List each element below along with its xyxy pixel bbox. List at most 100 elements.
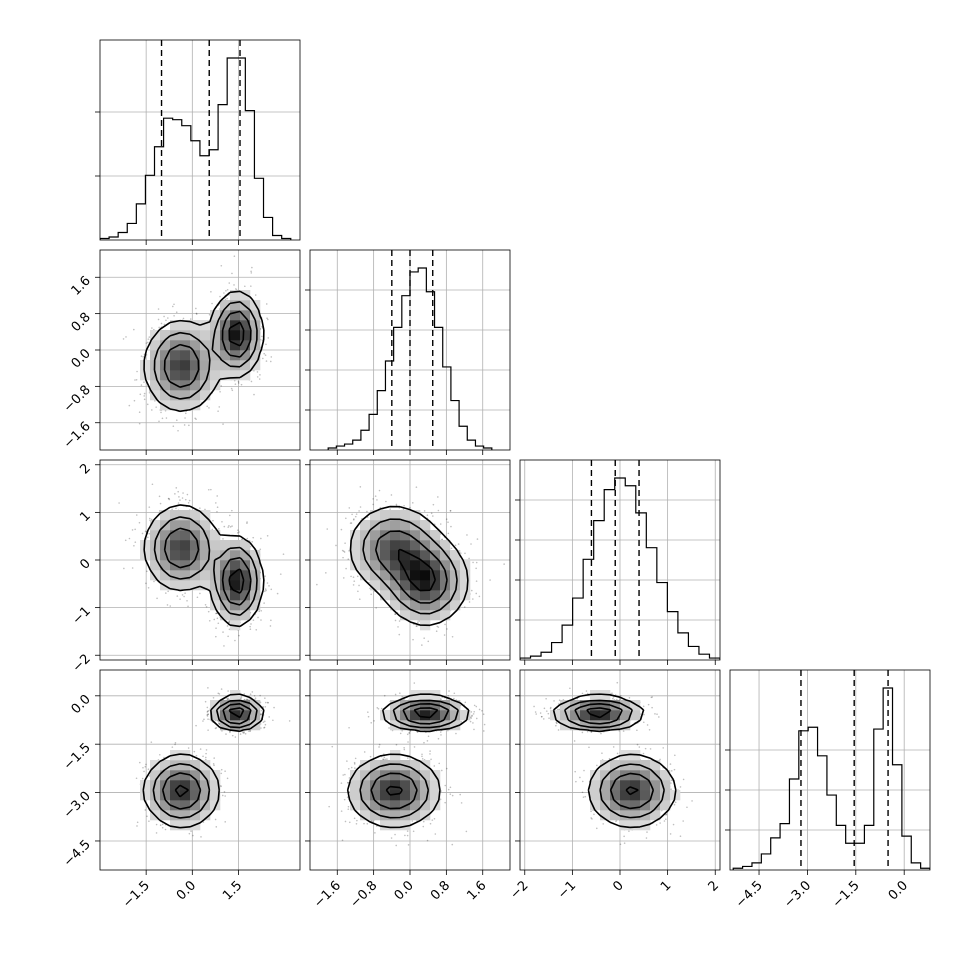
scatter-point xyxy=(353,518,355,520)
density-cell xyxy=(450,570,461,581)
density-cell xyxy=(240,610,251,621)
density-cell xyxy=(200,520,211,531)
scatter-point xyxy=(335,544,337,547)
density-cell xyxy=(390,520,401,531)
scatter-point xyxy=(151,327,153,329)
scatter-point xyxy=(353,580,356,582)
scatter-point xyxy=(435,630,438,633)
scatter-point xyxy=(158,326,160,329)
scatter-point xyxy=(345,517,347,520)
density-cell xyxy=(420,570,431,581)
scatter-point xyxy=(251,691,254,693)
scatter-point xyxy=(229,514,231,517)
scatter-point xyxy=(233,284,235,286)
scatter-point xyxy=(263,720,266,723)
density-cell xyxy=(230,370,241,381)
scatter-point xyxy=(182,317,185,320)
scatter-point xyxy=(227,526,230,528)
density-cell xyxy=(230,570,241,581)
density-cell xyxy=(460,570,471,581)
density-cell xyxy=(220,350,231,361)
density-cell xyxy=(200,570,211,581)
density-cell xyxy=(230,600,241,611)
scatter-point xyxy=(409,506,411,509)
density-cell xyxy=(240,340,251,351)
density-cell xyxy=(380,590,391,601)
scatter-point xyxy=(177,490,179,493)
scatter-point xyxy=(164,592,167,594)
scatter-point xyxy=(177,502,180,504)
scatter-point xyxy=(199,592,201,595)
scatter-point xyxy=(267,318,269,321)
scatter-point xyxy=(194,417,196,420)
density-shading xyxy=(350,510,471,631)
scatter-point xyxy=(269,360,272,363)
scatter-point xyxy=(468,601,471,603)
density-cell xyxy=(370,560,381,571)
density-cell xyxy=(220,590,231,601)
density-cell xyxy=(370,570,381,581)
density-cell xyxy=(230,330,241,341)
scatter-point xyxy=(176,595,179,597)
scatter-point xyxy=(183,424,186,426)
scatter-point xyxy=(231,389,234,392)
scatter-point xyxy=(215,612,217,615)
scatter-point xyxy=(441,538,443,541)
scatter-point xyxy=(352,576,355,578)
scatter-point xyxy=(141,532,144,535)
scatter-point xyxy=(341,549,344,552)
scatter-point xyxy=(489,579,491,581)
scatter-point xyxy=(215,727,218,729)
density-cell xyxy=(220,560,231,571)
scatter-point xyxy=(265,360,268,362)
density-cell xyxy=(160,390,171,401)
density-cell xyxy=(230,310,241,321)
scatter-point xyxy=(160,322,163,325)
scatter-point xyxy=(476,538,479,540)
scatter-point xyxy=(416,625,418,627)
scatter-point xyxy=(325,572,327,574)
density-cell xyxy=(230,590,241,601)
y-tick-label-2-2: 0.0 xyxy=(69,346,94,371)
scatter-point xyxy=(122,338,125,340)
density-cell xyxy=(170,360,181,371)
scatter-point xyxy=(237,529,239,531)
scatter-point xyxy=(443,634,446,636)
scatter-point xyxy=(351,513,353,516)
scatter-point xyxy=(218,406,221,408)
density-cell xyxy=(200,330,211,341)
density-cell xyxy=(220,600,231,611)
density-cell xyxy=(150,380,161,391)
density-cell xyxy=(160,340,171,351)
scatter-point xyxy=(233,255,236,258)
density-cell xyxy=(230,350,241,361)
contour-level-1 xyxy=(143,290,265,413)
density-cell xyxy=(370,540,381,551)
scatter-point xyxy=(426,514,429,517)
scatter-point xyxy=(250,285,252,287)
scatter-point xyxy=(375,607,377,609)
density-cell xyxy=(380,550,391,561)
density-cell xyxy=(190,370,201,381)
density-cell xyxy=(350,530,361,541)
scatter-point xyxy=(450,525,452,528)
scatter-point xyxy=(144,530,147,533)
scatter-point xyxy=(282,553,285,555)
density-cell xyxy=(240,330,251,341)
scatter-point xyxy=(151,483,154,486)
scatter-point xyxy=(223,645,225,647)
scatter-point xyxy=(158,420,160,423)
density-cell xyxy=(250,580,261,591)
density-cell xyxy=(390,510,401,521)
density-cell xyxy=(420,550,431,561)
scatter-point xyxy=(143,392,146,395)
density-cell xyxy=(410,570,421,581)
scatter-point xyxy=(423,510,426,512)
scatter-point xyxy=(156,597,158,600)
density-cell xyxy=(360,550,371,561)
density-cell xyxy=(430,610,441,621)
scatter-point xyxy=(240,383,243,386)
scatter-point xyxy=(234,639,236,642)
y-tick-label-2-1: −0.8 xyxy=(61,383,94,416)
